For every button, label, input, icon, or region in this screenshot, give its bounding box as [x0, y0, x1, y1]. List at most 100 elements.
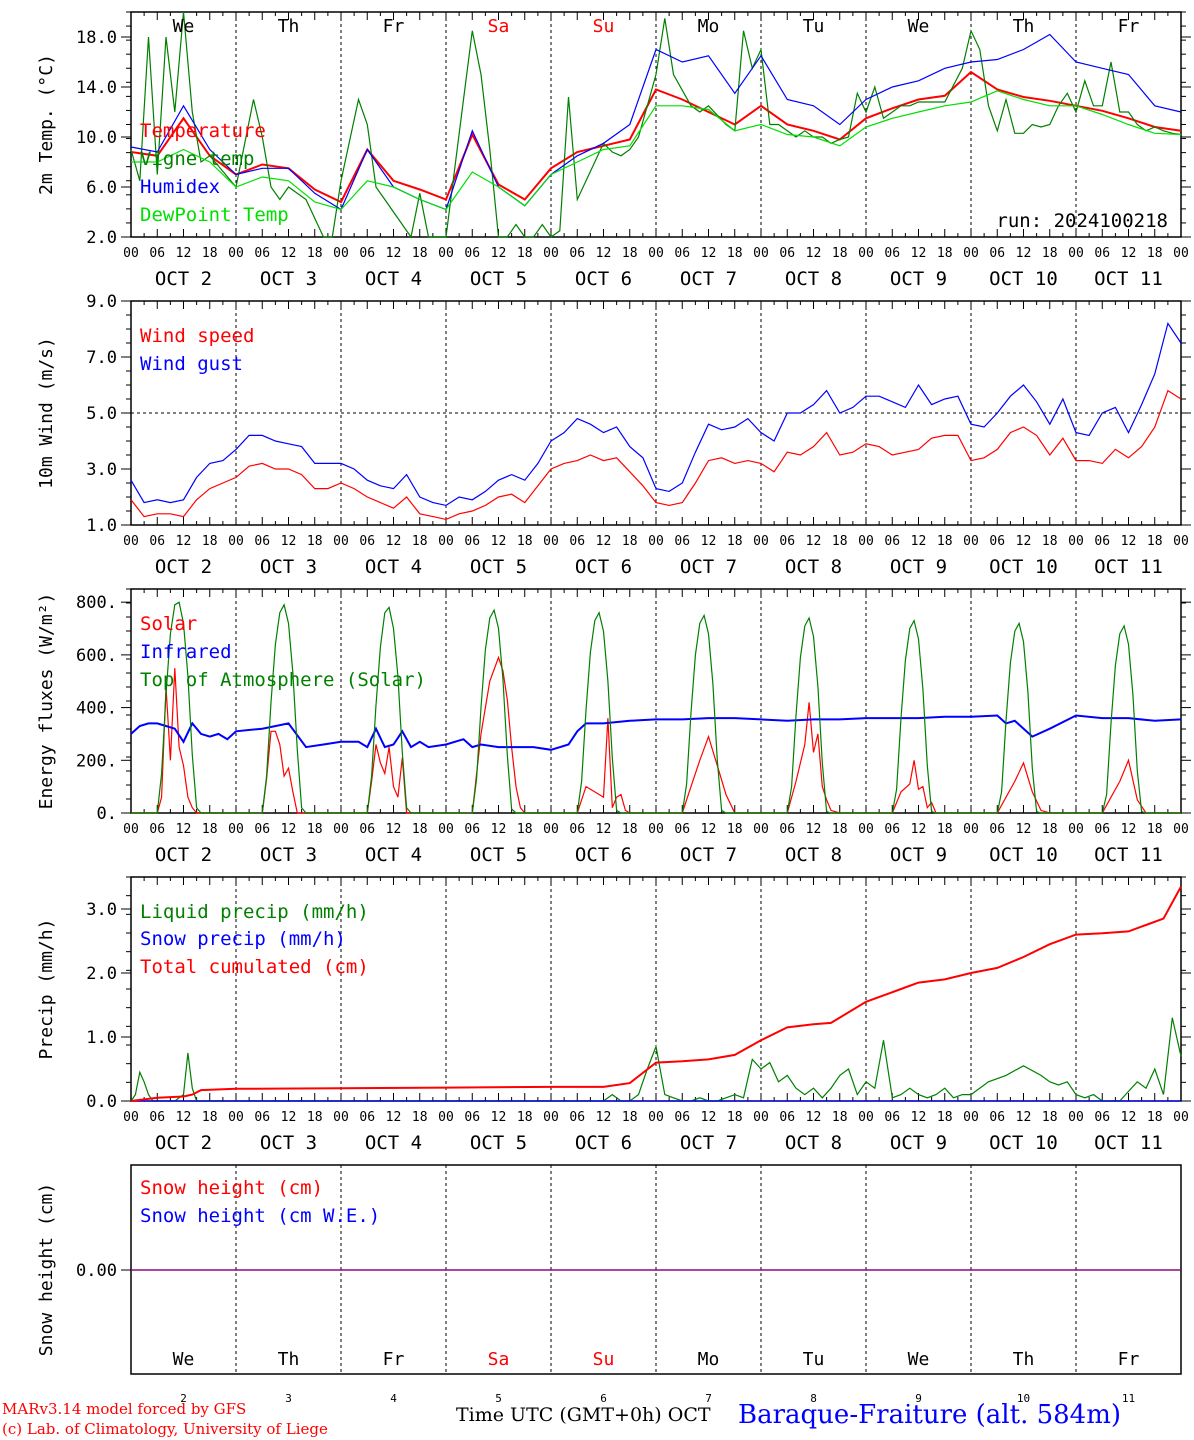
hour-label: 18 [937, 1110, 953, 1125]
legend-entry: Snow height (cm) [140, 1177, 323, 1199]
date-label: OCT 2 [155, 844, 212, 866]
hour-label: 06 [149, 534, 165, 549]
hour-label: 12 [701, 246, 717, 261]
y-tick-label: 3.0 [86, 460, 117, 480]
hour-label: 18 [937, 534, 953, 549]
hour-label: 12 [176, 822, 192, 837]
hour-label: 12 [806, 246, 822, 261]
hour-label: 00 [333, 534, 349, 549]
hour-label: 00 [543, 1110, 559, 1125]
legend-entry: Infrared [140, 641, 232, 663]
day-name: Fr [1118, 16, 1140, 37]
hour-label: 12 [1121, 822, 1137, 837]
hour-label: 18 [1042, 534, 1058, 549]
hour-label: 00 [858, 534, 874, 549]
date-label: OCT 10 [989, 1132, 1058, 1154]
hour-label: 12 [806, 534, 822, 549]
lab-credit: (c) Lab. of Climatology, University of L… [2, 1420, 328, 1438]
hour-label: 00 [1068, 822, 1084, 837]
hour-label: 18 [1042, 822, 1058, 837]
hour-label: 18 [202, 822, 218, 837]
hour-label: 12 [911, 246, 927, 261]
panel-1 [121, 11, 1191, 239]
date-label: OCT 4 [365, 1132, 422, 1154]
panel-5 [121, 1164, 1182, 1375]
hour-label: 00 [858, 822, 874, 837]
day-number: 9 [915, 1392, 922, 1405]
hour-label: 18 [832, 534, 848, 549]
hour-label: 18 [307, 246, 323, 261]
hour-label: 00 [1068, 246, 1084, 261]
hour-label: 12 [596, 822, 612, 837]
day-number: 5 [495, 1392, 502, 1405]
hour-label: 06 [149, 246, 165, 261]
series-line [130, 11, 1182, 239]
hour-label: 00 [123, 534, 139, 549]
hour-label: 18 [832, 822, 848, 837]
day-name: Sa [488, 1349, 510, 1370]
hour-label: 06 [1094, 822, 1110, 837]
date-label: OCT 5 [470, 844, 527, 866]
hour-label: 18 [622, 822, 638, 837]
date-label: OCT 2 [155, 556, 212, 578]
hour-label: 06 [359, 822, 375, 837]
hour-label: 06 [149, 822, 165, 837]
series-line [130, 321, 1182, 507]
hour-label: 12 [911, 1110, 927, 1125]
day-number: 8 [810, 1392, 817, 1405]
date-label: OCT 3 [260, 1132, 317, 1154]
hour-label: 12 [596, 1110, 612, 1125]
day-name: Fr [1118, 1349, 1140, 1370]
day-name: Fr [383, 16, 405, 37]
date-label: OCT 11 [1094, 1132, 1163, 1154]
hour-label: 12 [1016, 534, 1032, 549]
hour-label: 12 [1121, 1110, 1137, 1125]
y-tick-label: 800. [76, 593, 117, 613]
date-label: OCT 10 [989, 844, 1058, 866]
hour-label: 00 [753, 534, 769, 549]
y-axis-label: Precip (mm/h) [36, 919, 57, 1060]
panel-2 [121, 300, 1191, 526]
hour-label: 12 [491, 246, 507, 261]
hour-label: 18 [622, 534, 638, 549]
hour-label: 12 [491, 822, 507, 837]
y-tick-label: 1.0 [86, 516, 117, 536]
series-line [130, 714, 1182, 751]
hour-label: 00 [333, 822, 349, 837]
date-label: OCT 10 [989, 556, 1058, 578]
hour-label: 06 [149, 1110, 165, 1125]
hour-label: 18 [1147, 1110, 1163, 1125]
day-name: Mo [698, 1349, 720, 1370]
date-label: OCT 7 [680, 268, 737, 290]
hour-label: 06 [989, 1110, 1005, 1125]
hour-label: 00 [1173, 534, 1189, 549]
day-name: Tu [803, 16, 825, 37]
hour-label: 12 [1121, 534, 1137, 549]
series-line [130, 389, 1182, 521]
y-tick-label: 3.0 [86, 900, 117, 920]
hour-label: 12 [701, 1110, 717, 1125]
day-name: Th [1013, 16, 1035, 37]
y-tick-label: 0.00 [76, 1261, 117, 1281]
hour-label: 06 [359, 1110, 375, 1125]
y-tick-label: 0. [97, 804, 117, 824]
date-label: OCT 2 [155, 268, 212, 290]
date-label: OCT 8 [785, 844, 842, 866]
day-number: 2 [180, 1392, 187, 1405]
hour-label: 18 [1147, 246, 1163, 261]
day-name: Mo [698, 16, 720, 37]
hour-label: 12 [281, 534, 297, 549]
hour-label: 00 [753, 246, 769, 261]
day-name: We [173, 16, 195, 37]
hour-label: 00 [648, 534, 664, 549]
hour-label: 00 [1173, 246, 1189, 261]
series-line [130, 33, 1182, 211]
hour-label: 18 [517, 534, 533, 549]
hour-label: 12 [911, 534, 927, 549]
hour-label: 12 [911, 822, 927, 837]
hour-label: 18 [622, 246, 638, 261]
hour-label: 12 [176, 534, 192, 549]
hour-label: 18 [1147, 822, 1163, 837]
hour-label: 18 [1147, 534, 1163, 549]
day-name: Th [1013, 1349, 1035, 1370]
